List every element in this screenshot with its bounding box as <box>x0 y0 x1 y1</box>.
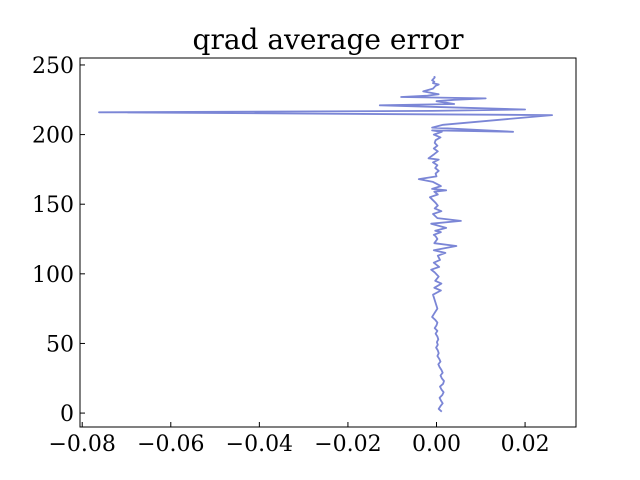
x-tick-label: −0.02 <box>314 432 381 457</box>
x-tick-label: −0.06 <box>137 432 204 457</box>
x-tick-label: −0.04 <box>226 432 293 457</box>
y-tick-label: 250 <box>32 54 74 79</box>
y-tick-label: 100 <box>32 263 74 288</box>
y-tick-label: 50 <box>46 332 74 357</box>
x-tick-label: 0.02 <box>501 432 550 457</box>
y-tick-label: 0 <box>60 402 74 427</box>
x-tick-label: 0.00 <box>412 432 461 457</box>
plot-frame <box>79 57 577 428</box>
y-tick-label: 200 <box>32 124 74 149</box>
chart-title: qrad average error <box>193 23 465 56</box>
y-tick-label: 150 <box>32 193 74 218</box>
axis-ticks: −0.08 −0.06 −0.04 −0.02 0.00 0.02 0 50 100 150 200… <box>32 54 550 457</box>
series-line-0 <box>98 75 553 413</box>
x-tick-label: −0.08 <box>49 432 116 457</box>
plot-area <box>98 75 553 413</box>
